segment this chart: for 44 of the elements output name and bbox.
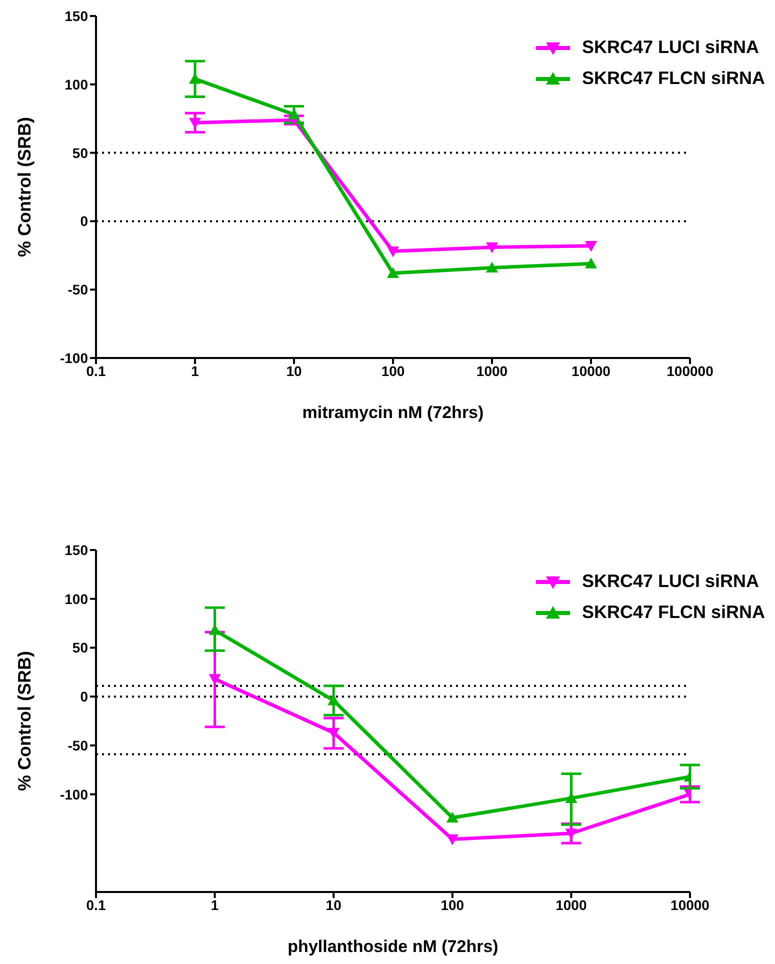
y-tick-label: 50 [72,144,88,161]
x-tick-label: 10 [326,896,342,913]
x-tick-label: 0.1 [86,362,106,379]
y-tick-label: -50 [68,737,88,754]
point [585,241,597,252]
y-axis-title: % Control (SRB) [14,651,34,791]
y-tick-label: 150 [64,8,88,24]
legend-label: SKRC47 FLCN siRNA [582,602,765,623]
point [585,258,597,268]
y-tick-label: 100 [64,76,88,92]
point [486,242,498,254]
x-tick-label: 10000 [670,896,710,913]
y-tick-label: 0 [80,213,88,230]
x-tick-label: 100000 [666,362,714,379]
y-tick-label: -100 [60,350,88,366]
point [446,812,458,823]
x-tick-label: 100 [440,896,464,913]
point [208,624,221,635]
point [387,246,399,258]
point [208,674,221,685]
y-axis-title: % Control (SRB) [14,117,34,257]
y-tick-label: -100 [60,786,88,802]
y-tick-label: 150 [64,542,88,558]
x-tick-label: 0.1 [86,896,106,913]
x-tick-label: 1 [210,896,219,913]
legend-label: SKRC47 FLCN siRNA [582,68,765,89]
point [387,267,399,278]
y-tick-label: -50 [68,282,88,298]
x-axis-title: mitramycin nM (72hrs) [302,403,484,422]
legend-label: SKRC47 LUCI siRNA [582,571,759,592]
y-tick-label: 100 [64,590,88,607]
x-tick-label: 1000 [476,362,508,379]
point [565,828,578,840]
x-tick-label: 100 [381,362,405,379]
point [486,262,498,273]
y-tick-label: 50 [72,640,88,656]
y-tick-label: 0 [80,688,88,705]
x-axis-title: phyllanthoside nM (72hrs) [288,937,498,956]
point [446,834,458,846]
x-tick-label: 1000 [556,896,587,913]
x-tick-label: 1 [191,362,200,379]
x-tick-label: 10 [286,362,302,379]
x-tick-label: 10000 [572,362,611,379]
legend-label: SKRC47 LUCI siRNA [582,37,759,58]
